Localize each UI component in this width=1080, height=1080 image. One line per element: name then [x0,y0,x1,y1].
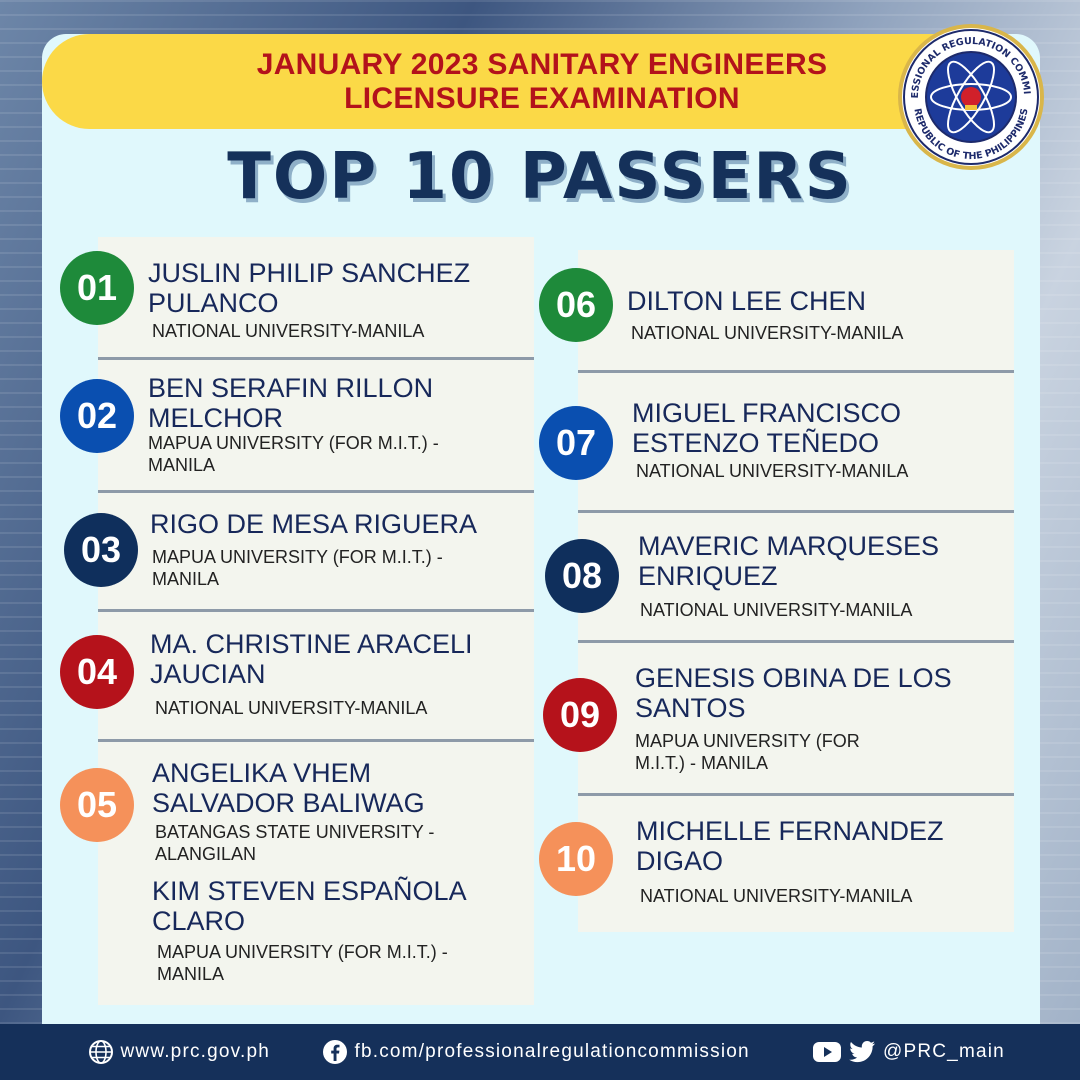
school-line: BATANGAS STATE UNIVERSITY - [155,822,435,842]
school-line: NATIONAL UNIVERSITY-MANILA [640,600,913,620]
passer-school-03: MAPUA UNIVERSITY (FOR M.I.T.) - MANILA [152,546,443,590]
name-line: MAVERIC MARQUESES [638,531,940,561]
school-line: MAPUA UNIVERSITY (FOR [635,731,860,751]
youtube-icon [813,1041,841,1062]
page-title: TOP 10 PASSERS [227,140,853,214]
name-line: DILTON LEE CHEN [627,286,867,316]
divider [98,357,534,360]
facebook-link[interactable]: fb.com/professionalregulationcommission [322,1038,750,1066]
school-line: MANILA [157,964,225,984]
passer-school-02: MAPUA UNIVERSITY (FOR M.I.T.) - MANILA [148,432,439,476]
name-line: MELCHOR [148,403,284,433]
divider [578,793,1014,796]
passer-school-06: NATIONAL UNIVERSITY-MANILA [631,322,903,344]
rank-badge-06: 06 [539,268,613,342]
passer-name-02: BEN SERAFIN RILLON MELCHOR [148,373,433,433]
school-line: MAPUA UNIVERSITY (FOR M.I.T.) - [148,433,439,453]
name-line: MA. CHRISTINE ARACELI [150,629,473,659]
name-line: RIGO DE MESA RIGUERA [150,509,478,539]
banner-title: JANUARY 2023 SANITARY ENGINEERS LICENSUR… [42,48,1042,116]
name-line: PULANCO [148,288,279,318]
name-line: ENRIQUEZ [638,561,778,591]
social-handle-link[interactable]: @PRC_main [812,1038,1005,1066]
passer-school-07: NATIONAL UNIVERSITY-MANILA [636,460,908,482]
passer-name-10: MICHELLE FERNANDEZ DIGAO [636,816,944,876]
name-line: MIGUEL FRANCISCO [632,398,902,428]
passer-school-08: NATIONAL UNIVERSITY-MANILA [640,599,912,621]
banner-title-line1: JANUARY 2023 SANITARY ENGINEERS [256,48,828,81]
name-line: JAUCIAN [150,659,266,689]
name-line: JUSLIN PHILIP SANCHEZ [148,258,471,288]
passer-name-05b: KIM STEVEN ESPAÑOLA CLARO [152,876,467,936]
passer-school-09: MAPUA UNIVERSITY (FOR M.I.T.) - MANILA [635,730,860,774]
facebook-icon [323,1039,347,1064]
school-line: NATIONAL UNIVERSITY-MANILA [155,698,428,718]
name-line: SALVADOR BALIWAG [152,788,425,818]
social-handle-text: @PRC_main [882,1041,1005,1062]
school-line: ALANGILAN [155,844,257,864]
divider [98,609,534,612]
passer-school-05b: MAPUA UNIVERSITY (FOR M.I.T.) - MANILA [157,941,448,985]
name-line: KIM STEVEN ESPAÑOLA [152,876,467,906]
divider [98,739,534,742]
passer-name-01: JUSLIN PHILIP SANCHEZ PULANCO [148,258,470,318]
name-line: CLARO [152,906,246,936]
rank-badge-01: 01 [60,251,134,325]
name-line: DIGAO [636,846,724,876]
school-line: MANILA [148,455,216,475]
name-line: MICHELLE FERNANDEZ [636,816,944,846]
passer-name-05a: ANGELIKA VHEM SALVADOR BALIWAG [152,758,425,818]
name-line: SANTOS [635,693,746,723]
website-text: www.prc.gov.ph [120,1041,270,1062]
facebook-text: fb.com/professionalregulationcommission [354,1041,750,1062]
school-line: NATIONAL UNIVERSITY-MANILA [631,323,904,343]
rank-badge-05: 05 [60,768,134,842]
divider [98,490,534,493]
prc-seal-logo: PROFESSIONAL REGULATION COMMISSION REPUB… [896,22,1044,170]
passer-name-08: MAVERIC MARQUESES ENRIQUEZ [638,531,939,591]
rank-badge-03: 03 [64,513,138,587]
school-line: MAPUA UNIVERSITY (FOR M.I.T.) - [152,547,443,567]
name-line: GENESIS OBINA DE LOS [635,663,952,693]
exam-banner: JANUARY 2023 SANITARY ENGINEERS LICENSUR… [42,34,994,129]
divider [578,370,1014,373]
passer-school-05a: BATANGAS STATE UNIVERSITY - ALANGILAN [155,821,434,865]
footer-bar: www.prc.gov.ph fb.com/professionalregula… [0,1024,1080,1080]
passer-school-10: NATIONAL UNIVERSITY-MANILA [640,885,912,907]
school-line: NATIONAL UNIVERSITY-MANILA [640,886,913,906]
divider [578,640,1014,643]
left-column [98,237,534,1005]
twitter-icon [849,1040,876,1063]
rank-badge-10: 10 [539,822,613,896]
right-column [578,250,1014,932]
name-line: ESTENZO TEÑEDO [632,428,880,458]
school-line: M.I.T.) - MANILA [635,753,769,773]
globe-icon [89,1039,113,1064]
passer-school-01: NATIONAL UNIVERSITY-MANILA [152,320,424,342]
passer-name-03: RIGO DE MESA RIGUERA [150,509,477,539]
passer-name-07: MIGUEL FRANCISCO ESTENZO TEÑEDO [632,398,901,458]
rank-badge-07: 07 [539,406,613,480]
passer-name-09: GENESIS OBINA DE LOS SANTOS [635,663,952,723]
rank-badge-02: 02 [60,379,134,453]
school-line: NATIONAL UNIVERSITY-MANILA [152,321,425,341]
divider [578,510,1014,513]
school-line: MANILA [152,569,220,589]
passer-name-06: DILTON LEE CHEN [627,286,866,316]
passer-school-04: NATIONAL UNIVERSITY-MANILA [155,697,427,719]
rank-badge-09: 09 [543,678,617,752]
website-link[interactable]: www.prc.gov.ph [88,1038,270,1066]
passer-name-04: MA. CHRISTINE ARACELI JAUCIAN [150,629,473,689]
school-line: NATIONAL UNIVERSITY-MANILA [636,461,909,481]
name-line: ANGELIKA VHEM [152,758,372,788]
rank-badge-08: 08 [545,539,619,613]
school-line: MAPUA UNIVERSITY (FOR M.I.T.) - [157,942,448,962]
rank-badge-04: 04 [60,635,134,709]
name-line: BEN SERAFIN RILLON [148,373,434,403]
banner-title-line2: LICENSURE EXAMINATION [344,82,740,115]
